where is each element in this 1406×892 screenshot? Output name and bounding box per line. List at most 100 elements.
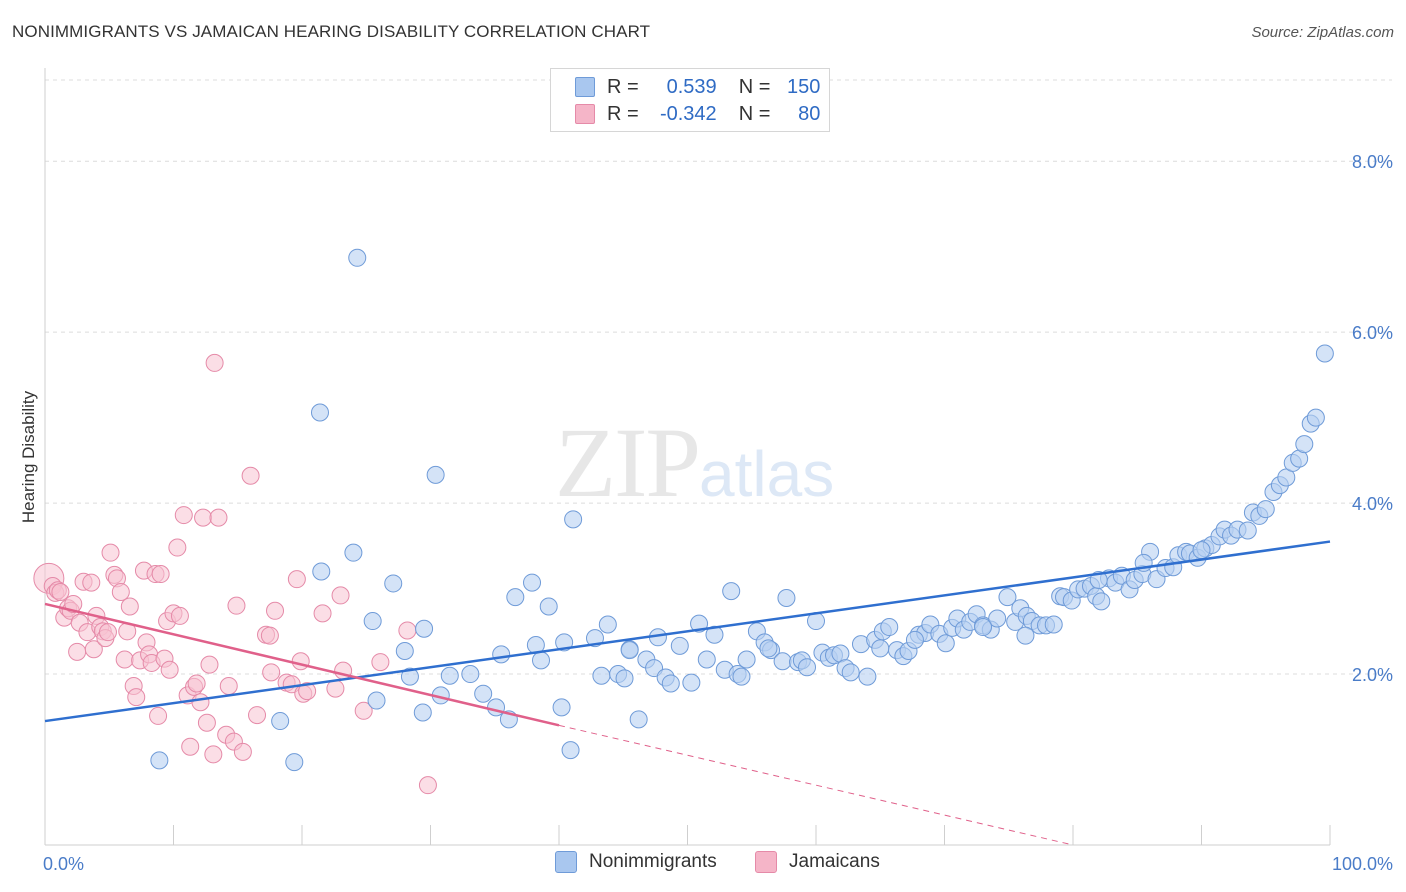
jamaicans-point — [98, 623, 117, 642]
jamaicans-point — [227, 596, 246, 615]
nonimmigrants-point — [1306, 408, 1325, 427]
legend-r-value: 0.539 — [666, 75, 717, 98]
legend-box: R = 0.539 N = 150 R = -0.342 N = 80 — [550, 68, 830, 132]
y-tick-label: 8.0% — [1352, 152, 1393, 172]
nonimmigrants-point — [552, 698, 571, 717]
source-label: Source: ZipAtlas.com — [1251, 24, 1394, 41]
jamaicans-point — [197, 713, 216, 732]
jamaicans-point — [111, 582, 130, 601]
jamaicans-point — [331, 586, 350, 605]
y-tick-label: 6.0% — [1352, 323, 1393, 343]
jamaicans-point — [209, 508, 228, 527]
legend-n-label: N = — [738, 75, 771, 98]
nonimmigrants-point — [841, 663, 860, 682]
jamaicans-point — [101, 543, 120, 562]
nonimmigrants-point — [905, 630, 924, 649]
nonimmigrants-point — [415, 619, 434, 638]
nonimmigrants-point — [367, 691, 386, 710]
jamaicans-point — [287, 570, 306, 589]
nonimmigrants-point — [697, 650, 716, 669]
nonimmigrants-point — [532, 651, 551, 670]
legend-r-label: R = — [607, 102, 639, 125]
jamaicans-point — [168, 538, 187, 557]
jamaicans-point — [266, 601, 285, 620]
nonimmigrants-point — [564, 510, 583, 529]
jamaicans-point — [170, 606, 189, 625]
jamaicans-point — [205, 353, 224, 372]
nonimmigrants-point — [285, 753, 304, 772]
nonimmigrants-point — [620, 641, 639, 660]
nonimmigrants-point — [344, 543, 363, 562]
bottom-legend-nonimmigrants: Nonimmigrants — [555, 851, 717, 873]
nonimmigrants-point — [773, 652, 792, 671]
x-tick-label: 100.0% — [1332, 854, 1393, 874]
nonimmigrants-point — [722, 582, 741, 601]
jamaicans-point — [354, 701, 373, 720]
jamaicans-point — [313, 604, 332, 623]
nonimmigrants-point — [759, 639, 778, 658]
legend-n-label: N = — [738, 102, 771, 125]
jamaicans-point — [181, 737, 200, 756]
watermark-atlas: atlas — [699, 438, 835, 510]
watermark: ZIPatlas — [555, 405, 834, 520]
jamaicans-point — [262, 663, 281, 682]
legend-r-label: R = — [607, 75, 639, 98]
x-tick-label: 0.0% — [43, 854, 84, 874]
bottom-legend-label: Nonimmigrants — [589, 851, 717, 872]
axes — [44, 68, 1331, 846]
nonimmigrants-point — [312, 562, 331, 581]
jamaicans-point — [398, 621, 417, 640]
nonimmigrants-point — [732, 667, 751, 686]
bottom-legend-label: Jamaicans — [789, 851, 880, 872]
legend-n-value: 150 — [787, 75, 821, 98]
bottom-legend-jamaicans: Jamaicans — [755, 851, 880, 873]
nonimmigrants-point — [461, 665, 480, 684]
jamaicans-point — [194, 508, 213, 527]
nonimmigrants-point — [1315, 344, 1334, 363]
nonimmigrants-point — [1295, 435, 1314, 454]
nonimmigrants-point — [880, 618, 899, 637]
nonimmigrants-point — [1016, 626, 1035, 645]
y-axis-label: Hearing Disability — [19, 390, 38, 523]
jamaicans-point — [291, 652, 310, 671]
jamaicans-point — [120, 597, 139, 616]
jamaicans-points — [33, 353, 437, 795]
jamaicans-trend-line — [44, 602, 560, 727]
jamaicans-point — [204, 745, 223, 764]
nonimmigrants-point — [629, 710, 648, 729]
nonimmigrants-point — [561, 741, 580, 760]
jamaicans-point — [84, 640, 103, 659]
nonimmigrants-point — [705, 625, 724, 644]
nonimmigrants-point — [798, 658, 817, 677]
nonimmigrants-point — [426, 465, 445, 484]
nonimmigrants-point — [682, 673, 701, 692]
jamaicans-point — [82, 573, 101, 592]
jamaicans-point — [298, 682, 317, 701]
nonimmigrants-point — [936, 634, 955, 653]
nonimmigrants-point — [1238, 521, 1257, 540]
nonimmigrants-point — [615, 669, 634, 688]
trend-lines — [44, 540, 1331, 846]
nonimmigrants-trend-line — [44, 540, 1331, 723]
legend-row-jamaicans: R = -0.342 N = 80 — [575, 101, 820, 127]
nonimmigrants-point — [395, 641, 414, 660]
jamaicans-point — [260, 626, 279, 645]
nonimmigrants-point — [1044, 615, 1063, 634]
legend-row-nonimmigrants: R = 0.539 N = 150 — [575, 74, 820, 100]
nonimmigrants-point — [400, 667, 419, 686]
nonimmigrants-point — [998, 588, 1017, 607]
jamaicans-point — [326, 679, 345, 698]
watermark-zip: ZIP — [555, 407, 701, 518]
legend-swatch-pink — [575, 104, 595, 124]
jamaicans-point — [248, 706, 267, 725]
jamaicans-point — [241, 466, 260, 485]
nonimmigrants-point — [598, 615, 617, 634]
nonimmigrants-point — [523, 573, 542, 592]
nonimmigrants-point — [150, 751, 169, 770]
nonimmigrants-point — [670, 636, 689, 655]
nonimmigrants-point — [363, 612, 382, 631]
jamaicans-point — [115, 650, 134, 669]
jamaicans-point — [127, 688, 146, 707]
jamaicans-point — [149, 706, 168, 725]
jamaicans-point — [191, 693, 210, 712]
